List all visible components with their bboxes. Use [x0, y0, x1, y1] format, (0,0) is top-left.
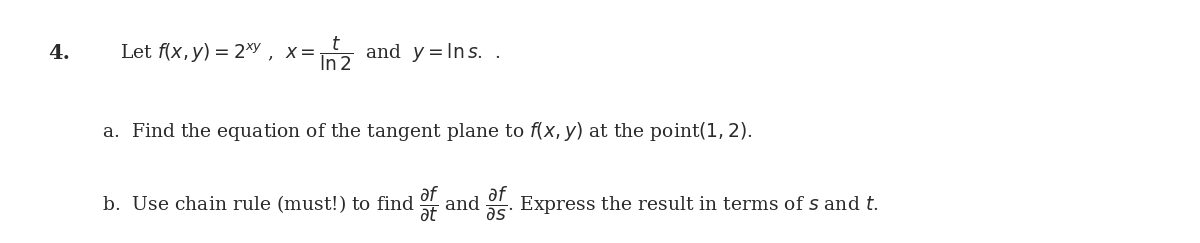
Text: a.  Find the equation of the tangent plane to $f(x,y)$ at the point$(1, 2)$.: a. Find the equation of the tangent plan…	[102, 120, 752, 143]
Text: b.  Use chain rule (must!) to find $\dfrac{\partial f}{\partial t}$ and $\dfrac{: b. Use chain rule (must!) to find $\dfra…	[102, 184, 878, 224]
Text: Let $f(x,y) = 2^{xy}$ ,  $x = \dfrac{t}{\ln 2}$  and  $y = \ln s$.  .: Let $f(x,y) = 2^{xy}$ , $x = \dfrac{t}{\…	[120, 34, 500, 73]
Text: 4.: 4.	[48, 43, 70, 63]
